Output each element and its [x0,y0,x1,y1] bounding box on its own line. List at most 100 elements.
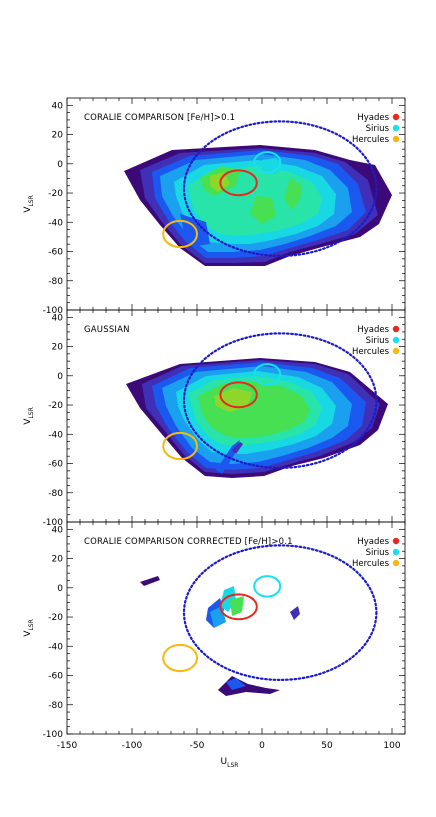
y-tick-label: 20 [52,343,64,353]
sirius-circle [253,363,282,386]
y-tick-label: 40 [52,525,64,535]
y-tick-label: -60 [48,248,63,258]
legend-marker [392,336,400,344]
x-axis-label-sub: LSR [227,762,238,769]
y-tick-label: 0 [57,160,63,170]
contour-level-7b [284,178,302,210]
y-tick-label: -60 [48,672,63,682]
legend-label: Hercules [352,559,390,569]
y-tick-label: 40 [52,313,64,323]
y-axis-label-sub: LSR [28,407,35,418]
y-tick-label: -20 [48,613,63,623]
x-tick-label: 100 [383,741,400,751]
y-tick-label: -100 [43,306,64,316]
y-axis-2: 40 20 0 -20 -40 -60 -80 -100 [43,313,405,528]
y-tick-label: -40 [48,642,63,652]
panel-2 [126,358,388,478]
contour-map-1 [124,145,392,266]
contour-map-2 [126,358,388,478]
legend-label: Hercules [352,135,390,145]
y-axis-label-sub: LSR [28,619,35,630]
overlay-group-2 [162,332,378,470]
hercules-circle [162,643,199,673]
legend-label: Hyades [357,537,389,547]
x-axis-label: ULSR [221,757,239,769]
x-tick-label: -150 [57,741,78,751]
y-tick-label: 20 [52,131,64,141]
y-axis-label-sub: LSR [28,195,35,206]
y-tick-label: 20 [52,555,64,565]
x-tick-labels: -150 -100 -50 0 50 100 [57,741,401,751]
y-axis-label: VLSR [23,619,35,637]
x-tick-label: -100 [122,741,143,751]
legend-label: Sirius [366,336,390,346]
panel-title: GAUSSIAN [84,325,130,335]
y-tick-label: 0 [57,584,63,594]
panel-title: CORALIE COMPARISON [Fe/H]>0.1 [84,113,235,123]
overlays [162,120,378,682]
axes: 40200-20-40-60-80-10040200-20-40-60-80-1… [43,98,406,751]
y-tick-label: -40 [48,218,63,228]
y-axis-label: VLSR [23,195,35,213]
legend-marker [392,325,400,333]
y-axis-1: 40 20 0 -20 -40 -60 -80 -100 [43,101,405,316]
contour-patch-4 [230,596,244,616]
contour-level-10 [232,442,243,454]
y-tick-label: -40 [48,430,63,440]
overlay-group-1 [162,120,378,258]
x-axis-2 [66,310,406,522]
legend-label: Hercules [352,347,390,357]
y-tick-label: -20 [48,189,63,199]
y-axis-3: 40 20 0 -20 -40 -60 -80 -100 [43,525,405,740]
contour-level-7c [250,196,276,224]
y-tick-label: -100 [43,518,64,528]
legend-marker [392,113,400,121]
x-axis-1 [66,98,406,310]
x-tick-label: -50 [190,741,205,751]
panel-title: CORALIE COMPARISON CORRECTED [Fe/H]>0.1 [84,537,293,547]
legend-label: Sirius [366,548,390,558]
y-tick-label: -80 [48,277,63,287]
hyades-circle [219,169,258,197]
reference-ellipse [182,120,378,258]
y-tick-label: -100 [43,730,64,740]
sirius-circle [253,151,282,174]
y-tick-label: 40 [52,101,64,111]
contour-patch-1 [140,576,160,586]
x-tick-label: 50 [321,741,333,751]
legend-marker [392,537,400,545]
legend-label: Hyades [357,325,389,335]
hercules-circle [162,431,199,461]
panel-1 [124,145,392,266]
sirius-circle [253,575,282,598]
y-tick-label: -20 [48,401,63,411]
y-tick-label: -80 [48,701,63,711]
hercules-circle [162,219,199,249]
legend-label: Hyades [357,113,389,123]
overlay-group-3 [162,544,378,682]
y-tick-label: -80 [48,489,63,499]
contour-patch-8 [226,678,246,690]
y-tick-label: -60 [48,460,63,470]
y-tick-label: 0 [57,372,63,382]
x-axis-3 [66,522,406,734]
contour-level-10 [262,158,284,174]
hyades-circle [219,593,258,621]
y-axis-label: VLSR [23,407,35,425]
reference-ellipse [182,544,378,682]
legend-marker [392,347,400,355]
legend-marker [392,135,400,143]
hyades-circle [219,381,258,409]
legend-label: Sirius [366,124,390,134]
reference-ellipse [182,332,378,470]
x-tick-label: 0 [259,741,265,751]
legend-marker [392,548,400,556]
legend-marker [392,124,400,132]
contour-patch-6 [290,606,300,620]
legend-marker [392,559,400,567]
